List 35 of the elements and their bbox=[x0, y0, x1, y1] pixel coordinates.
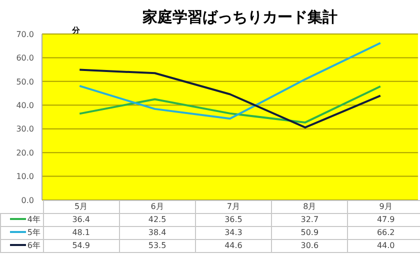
y-tick-label: 70.0 bbox=[16, 30, 34, 39]
data-label: 42.5 bbox=[119, 214, 196, 226]
data-label: 66.2 bbox=[348, 226, 420, 240]
data-label: 50.9 bbox=[272, 226, 348, 240]
x-tick-label: 5月 bbox=[43, 200, 120, 214]
chart-title: 家庭学習ばっちりカード集計 bbox=[142, 8, 338, 27]
legend-label: 5年 bbox=[0, 226, 43, 240]
data-label: 48.1 bbox=[43, 226, 120, 240]
y-tick-label: 60.0 bbox=[16, 54, 34, 63]
x-tick-label: 7月 bbox=[195, 200, 272, 214]
line-series bbox=[78, 85, 382, 124]
y-tick-label: 10.0 bbox=[16, 172, 34, 182]
y-tick-label: 50.0 bbox=[16, 77, 34, 86]
y-tick-label: 0.0 bbox=[21, 196, 34, 205]
data-label: 44.0 bbox=[348, 240, 420, 252]
x-tick-label: 9月 bbox=[348, 200, 420, 214]
line-series bbox=[78, 68, 382, 128]
y-tick-label: 40.0 bbox=[16, 100, 34, 110]
data-label: 36.5 bbox=[195, 214, 272, 226]
data-label: 54.9 bbox=[43, 240, 120, 252]
data-label: 38.4 bbox=[119, 226, 196, 240]
y-tick-label: 30.0 bbox=[16, 124, 34, 134]
data-label: 36.4 bbox=[43, 214, 120, 226]
data-label: 34.3 bbox=[195, 226, 272, 240]
x-tick-label: 6月 bbox=[119, 200, 196, 214]
legend-label: 6年 bbox=[0, 240, 43, 252]
y-tick-label: 20.0 bbox=[16, 148, 34, 158]
line-series bbox=[78, 42, 382, 120]
data-label: 32.7 bbox=[272, 214, 348, 226]
data-label: 44.6 bbox=[195, 240, 272, 252]
x-tick-label: 8月 bbox=[272, 200, 348, 214]
data-label: 47.9 bbox=[348, 214, 420, 226]
data-label: 30.6 bbox=[272, 240, 348, 252]
legend-label: 4年 bbox=[0, 214, 43, 226]
data-label: 53.5 bbox=[119, 240, 196, 252]
